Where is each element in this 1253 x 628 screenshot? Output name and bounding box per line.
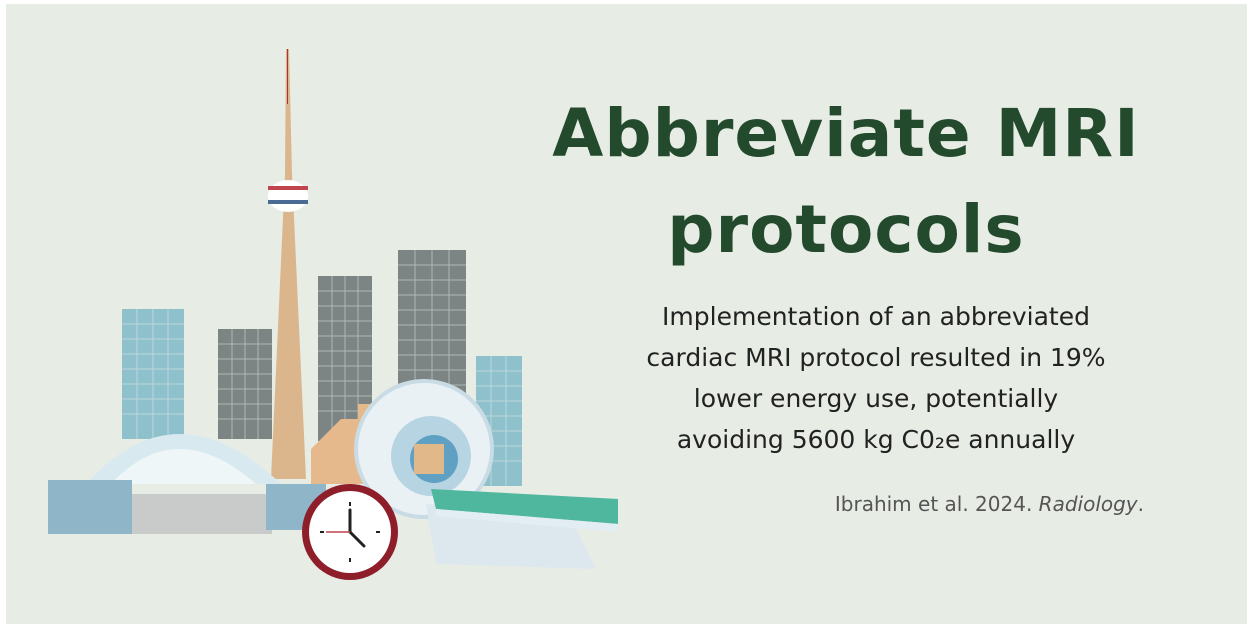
page: Abbreviate MRI protocols Implementation …: [0, 0, 1253, 628]
citation-text: Ibrahim et al. 2024.: [835, 492, 1032, 516]
tower-stripe: [268, 200, 308, 204]
citation-end: .: [1138, 492, 1144, 516]
tower: [271, 49, 306, 479]
title-line: Abbreviate MRI: [526, 86, 1166, 182]
citation-journal: Radiology: [1039, 492, 1138, 516]
body-text: Implementation of an abbreviated cardiac…: [566, 296, 1186, 460]
body-line: cardiac MRI protocol resulted in 19%: [566, 337, 1186, 378]
title: Abbreviate MRI protocols: [526, 86, 1166, 278]
stadium-wall: [48, 480, 132, 534]
card: Abbreviate MRI protocols Implementation …: [6, 4, 1247, 624]
tower-antenna: [287, 49, 288, 104]
body-line: avoiding 5600 kg C0₂e annually: [566, 419, 1186, 460]
body-line: Implementation of an abbreviated: [566, 296, 1186, 337]
body-line: lower energy use, potentially: [566, 378, 1186, 419]
citation: Ibrahim et al. 2024. Radiology.: [566, 492, 1144, 516]
tower-pod: [268, 180, 308, 212]
stadium-wall: [132, 494, 272, 534]
title-line: protocols: [526, 182, 1166, 278]
mri-panel: [414, 444, 444, 474]
tower-stripe: [268, 186, 308, 190]
